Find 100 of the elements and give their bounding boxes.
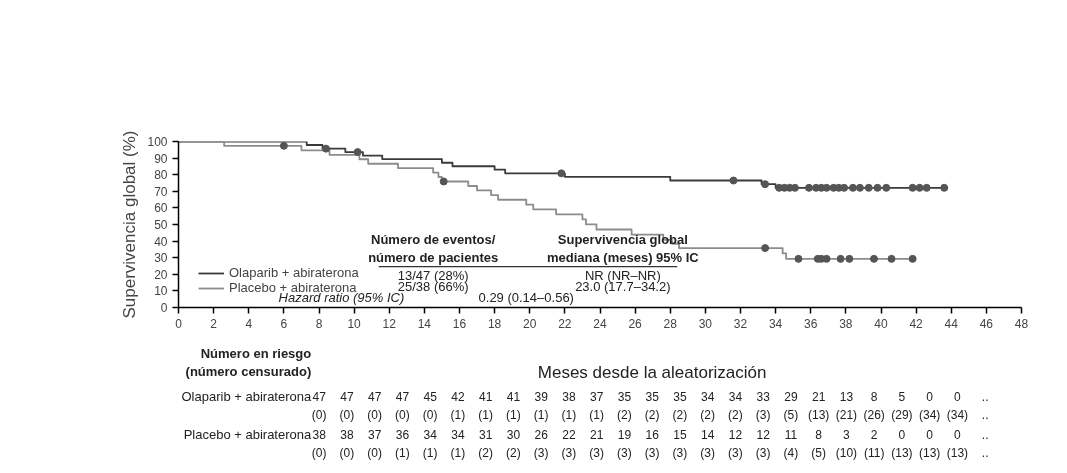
point [557,169,566,178]
y-tick-label: 10 [154,284,168,299]
point [915,183,924,192]
annotation: 0.29 (0.14–0.56) [478,290,574,306]
text: (13) [946,445,969,460]
y-tick-label: 70 [154,184,168,199]
text: (3) [589,445,604,460]
text: (1) [533,407,549,422]
text: 37 [367,428,382,442]
text: (3) [533,445,549,460]
text: (1) [422,445,438,460]
y-tick-label: 80 [154,168,168,183]
text: 0 [954,428,962,442]
point [804,183,813,192]
x-tick-label: 18 [487,316,502,331]
text: (0) [395,407,410,422]
x-tick-label: 36 [804,316,818,331]
text: (3) [755,407,771,422]
text: 38 [562,390,576,404]
text: (3) [700,445,715,460]
text: 47 [395,390,410,404]
text: .. [981,446,989,460]
y-tick-label: 30 [154,251,168,266]
text: 36 [395,428,410,442]
text: 35 [617,390,632,404]
text: 39 [534,390,549,404]
text: (0) [339,407,355,422]
point [848,183,857,192]
y-tick-label: 90 [154,151,168,166]
text: 0 [898,428,906,442]
text: (3) [672,445,688,460]
text: (2) [506,445,521,460]
text: (29) [891,407,913,422]
y-tick-label: 100 [147,135,168,149]
y-tick-label: 0 [160,301,168,315]
point [761,180,770,189]
text: 15 [673,428,687,442]
text: 35 [645,390,660,404]
y-tick-label: 20 [154,267,168,282]
x-tick-label: 26 [628,316,643,331]
text: (2) [478,445,493,460]
text: (11) [863,445,885,460]
text: 2 [870,428,878,442]
text: (1) [506,407,521,422]
text: 33 [756,390,771,404]
point [887,254,896,263]
text: 8 [815,428,823,442]
x-tick-label: 40 [874,316,888,331]
text: 26 [534,428,549,442]
text: (3) [728,445,743,460]
text: (0) [339,445,355,460]
x-tick-label: 34 [768,316,783,331]
text: 34 [451,428,465,442]
text: (13) [918,445,941,460]
text: 30 [506,428,521,442]
point [869,254,878,263]
text: 41 [478,390,493,404]
x-tick-label: 48 [1014,316,1029,331]
point [882,183,891,192]
y-tick-label: 50 [154,218,168,232]
x-tick-label: 28 [663,316,678,331]
text: (10) [835,445,858,460]
text: (1) [478,407,493,422]
text: (1) [395,445,410,460]
text: 21 [589,428,604,442]
text: (5) [811,445,826,460]
x-tick-label: 32 [733,316,748,331]
text: 0 [926,428,934,442]
text: 35 [673,390,687,404]
x-tick-label: 24 [593,316,607,331]
x-tick-label: 10 [347,316,362,331]
text: 34 [700,390,715,404]
text: (13) [891,445,913,460]
text: (4) [783,445,799,460]
text: 14 [700,428,715,442]
x-tick-label: 42 [909,316,924,331]
text: 45 [423,390,438,404]
text: (13) [807,407,830,422]
x-tick-label: 44 [944,316,959,331]
x-tick-label: 2 [210,316,218,331]
text: 31 [478,428,493,442]
text: (0) [311,445,327,460]
point [873,183,882,192]
point [836,254,845,263]
text: (26) [863,407,885,422]
point [761,244,770,253]
text: 42 [451,390,465,404]
x-tick-label: 30 [698,316,713,331]
point [353,148,362,157]
text: (1) [450,445,466,460]
text: 47 [340,390,354,404]
text: .. [981,408,989,422]
text: (0) [367,407,382,422]
text: 12 [756,428,771,442]
text: (34) [918,407,941,422]
x-tick-label: 12 [382,316,397,331]
x-tick-label: 14 [417,316,432,331]
text: (1) [561,407,577,422]
text: 3 [843,428,851,442]
x-tick-label: 16 [452,316,467,331]
